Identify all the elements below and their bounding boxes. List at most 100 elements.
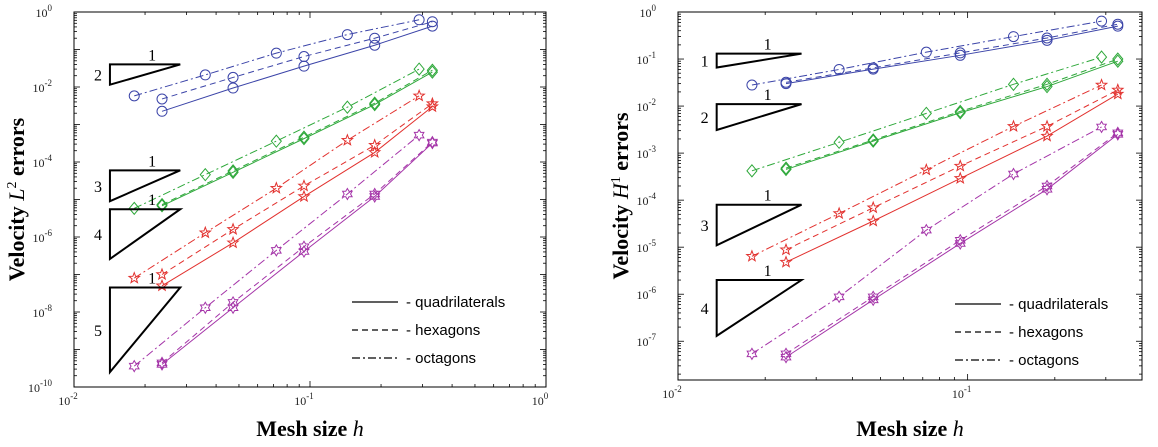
y-axis-label: Velocity H1 errors — [608, 112, 633, 280]
diamond-marker — [413, 62, 425, 76]
circle-marker — [270, 47, 282, 59]
star-marker — [412, 88, 426, 102]
series-order-1-quadrilaterals — [156, 20, 438, 117]
star-marker — [340, 133, 354, 146]
hexagram-marker — [156, 356, 168, 370]
hexagram-marker — [1041, 182, 1053, 196]
series-order-1-octagons — [128, 14, 425, 102]
slope-run-label: 1 — [764, 263, 772, 280]
hexagram-marker — [833, 290, 845, 304]
series-line — [161, 21, 433, 100]
slope-triangle: 12 — [94, 47, 181, 87]
legend-label: - quadrilaterals — [1009, 296, 1108, 313]
circle-marker — [156, 93, 168, 105]
diamond-marker — [199, 167, 211, 182]
hexagram-marker — [426, 135, 438, 149]
diamond-marker — [369, 96, 381, 110]
star-marker — [155, 267, 169, 281]
diamond-marker — [954, 105, 966, 120]
circle-marker — [369, 32, 381, 44]
slope-triangle-shape — [108, 169, 181, 203]
star-marker — [1111, 83, 1125, 96]
slope-rise-label: 3 — [94, 179, 102, 196]
series-order-2-octagons — [128, 62, 425, 216]
slope-rise-label: 4 — [701, 301, 709, 318]
circle-marker — [413, 14, 425, 26]
diamond-marker — [833, 135, 845, 150]
diamond-marker — [867, 133, 879, 147]
slope-run-label: 1 — [148, 192, 156, 209]
star-marker — [866, 214, 880, 227]
diamond-marker — [1041, 79, 1053, 94]
hexagram-marker — [369, 187, 381, 201]
panel-left-l2-errors: 10-2 10-1 10010-1010-810-610-410-2100Mesh … — [4, 3, 549, 441]
axes-frame — [677, 11, 1143, 381]
hexagram-marker — [920, 223, 932, 237]
series-line — [785, 58, 1118, 169]
hexagram-marker — [298, 240, 310, 254]
star-marker — [953, 171, 967, 185]
circle-marker — [426, 16, 438, 28]
slope-rise-label: 5 — [94, 323, 102, 340]
star-marker — [127, 271, 141, 284]
diamond-marker — [270, 134, 282, 148]
series-line — [134, 68, 420, 209]
diamond-marker — [426, 65, 439, 79]
circle-marker — [298, 51, 310, 63]
legend-label: - hexagons — [1009, 324, 1083, 341]
slope-run-label: 1 — [764, 87, 772, 104]
series-line — [161, 106, 433, 287]
x-axis-label: Mesh size h — [256, 416, 364, 441]
series-order-3-hexagons — [155, 96, 439, 281]
series-order-2-hexagons — [156, 63, 439, 212]
diamond-marker — [780, 161, 792, 175]
star-marker — [866, 200, 880, 214]
circle-marker — [341, 29, 353, 41]
diamond-marker — [156, 197, 168, 212]
star-marker — [1040, 129, 1054, 142]
diamond-marker — [298, 130, 310, 144]
series-order-4-quadrilaterals — [780, 127, 1124, 364]
diamond-marker — [746, 164, 758, 178]
hexagram-marker — [867, 293, 879, 307]
hexagram-marker — [1112, 126, 1124, 140]
circle-marker — [1041, 34, 1053, 46]
hexagram-marker — [1007, 167, 1020, 181]
hexagram-marker — [1095, 120, 1108, 134]
legend: - quadrilaterals - hexagons - octagons — [955, 296, 1108, 369]
star-marker — [297, 189, 311, 203]
slope-triangle: 15 — [94, 271, 183, 375]
slope-rise-label: 4 — [94, 227, 102, 244]
diamond-marker — [298, 131, 310, 146]
slope-triangle: 12 — [701, 87, 802, 132]
hexagram-marker — [780, 350, 792, 364]
series-line — [134, 19, 420, 97]
hexagram-marker — [413, 128, 425, 142]
star-marker — [297, 179, 311, 192]
hexagram-marker — [1112, 127, 1124, 141]
slope-run-label: 1 — [148, 271, 156, 288]
star-marker — [832, 206, 846, 220]
diamond-marker — [1112, 52, 1124, 66]
x-axis-label: Mesh size h — [856, 416, 964, 441]
series-line — [161, 71, 433, 207]
circle-marker — [426, 20, 438, 32]
hexagram-marker — [156, 357, 168, 371]
diamond-marker — [426, 63, 439, 78]
slope-rise-label: 1 — [701, 54, 709, 71]
slope-triangle: 14 — [701, 263, 805, 338]
circle-marker — [1041, 32, 1053, 44]
series-order-1-hexagons — [156, 16, 438, 105]
diamond-marker — [1007, 77, 1020, 92]
slope-rise-label: 2 — [94, 68, 102, 85]
diamond-marker — [1041, 77, 1053, 92]
diamond-marker — [1095, 50, 1108, 64]
star-marker — [368, 138, 382, 151]
star-marker — [198, 225, 212, 239]
slope-run-label: 1 — [764, 188, 772, 205]
series-order-3-octagons — [745, 78, 1109, 262]
slope-triangle: 14 — [94, 192, 184, 261]
star-marker — [745, 249, 759, 262]
circle-marker — [199, 69, 211, 81]
